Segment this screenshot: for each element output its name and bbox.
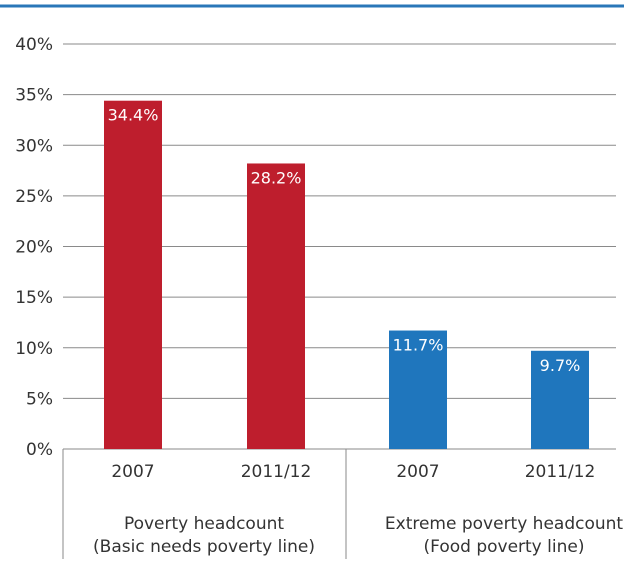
data-label: 11.7%: [393, 336, 444, 355]
y-tick-label: 35%: [15, 86, 53, 106]
group-label-line1: Poverty headcount: [124, 514, 284, 534]
data-label: 9.7%: [540, 356, 581, 375]
x-category-label: 2011/12: [525, 462, 596, 482]
y-axis-ticks: 0% 5% 10% 15% 20% 25% 30% 35% 40%: [15, 35, 53, 460]
data-labels: 34.4% 28.2% 11.7% 9.7%: [108, 106, 581, 375]
y-tick-label: 40%: [15, 35, 53, 55]
y-tick-label: 20%: [15, 238, 53, 258]
x-category-label: 2007: [396, 462, 439, 482]
y-tick-label: 30%: [15, 136, 53, 156]
y-tick-label: 15%: [15, 288, 53, 308]
x-category-label: 2007: [111, 462, 154, 482]
bar-1-1: [531, 350, 589, 449]
group-label-line2: (Basic needs poverty line): [93, 537, 315, 557]
data-label: 34.4%: [108, 106, 159, 125]
bars: [104, 100, 589, 449]
y-tick-label: 0%: [26, 440, 53, 460]
x-axis: 2007 2011/12 2007 2011/12 Poverty headcount (…: [62, 449, 624, 559]
bar-0-0: [104, 100, 162, 449]
bar-1-0: [389, 330, 447, 449]
group-label-line1: Extreme poverty headcount: [385, 514, 624, 534]
bar-0-1: [247, 163, 305, 449]
y-tick-label: 25%: [15, 187, 53, 207]
x-category-label: 2011/12: [241, 462, 312, 482]
data-label: 28.2%: [251, 168, 302, 187]
y-tick-label: 5%: [26, 389, 53, 409]
group-label-line2: (Food poverty line): [424, 537, 585, 557]
y-tick-label: 10%: [15, 339, 53, 359]
